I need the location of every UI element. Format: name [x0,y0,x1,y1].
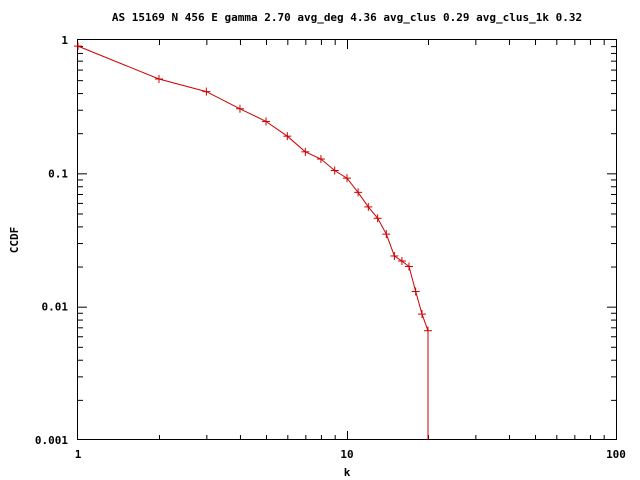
data-point [354,188,363,197]
data-point [343,174,351,183]
y-tick-label: 0.1 [48,167,68,180]
y-axis-ticks: 1 0.1 0.01 0.001 [35,34,616,447]
y-axis-label: CCDF [8,227,21,254]
data-point [262,117,271,126]
data-point [235,104,244,113]
x-axis-label: k [344,466,351,479]
y-tick-label: 0.01 [42,301,69,314]
data-point [390,251,399,260]
data-point [397,257,406,266]
data-point [364,202,373,211]
series-line [77,45,429,440]
data-point [202,87,211,96]
data-point [154,74,163,83]
data-point [74,42,82,51]
data-point [330,166,339,175]
data-point [417,310,426,319]
data-point [301,147,310,156]
data-point [316,155,325,164]
x-tick-label: 10 [340,448,353,461]
data-point [283,132,292,141]
data-point [373,214,382,223]
series-layer [74,42,432,440]
x-tick-label: 100 [606,448,626,461]
data-point [404,262,413,271]
plot-frame [77,39,617,440]
data-point [411,287,420,296]
data-point [382,230,391,239]
x-tick-label: 1 [75,448,82,461]
y-tick-label: 0.001 [35,434,68,447]
x-axis-ticks: 1 10 100 [75,40,626,461]
y-tick-label: 1 [61,34,68,47]
chart-title: AS 15169 N 456 E gamma 2.70 avg_deg 4.36… [112,11,582,24]
data-point [423,326,432,335]
